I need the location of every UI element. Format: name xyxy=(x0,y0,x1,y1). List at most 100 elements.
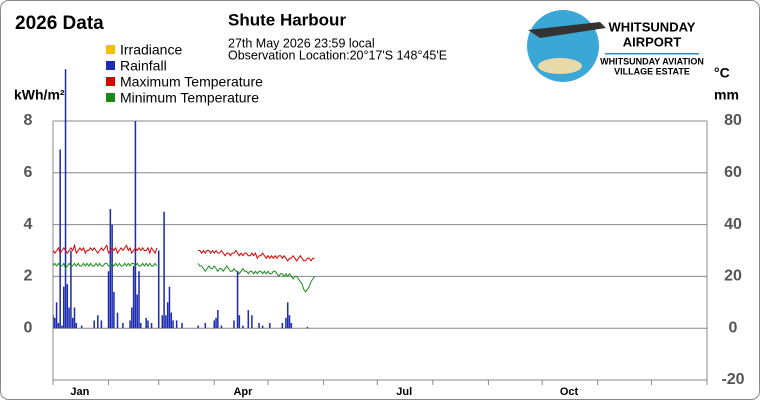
rain-bar xyxy=(251,315,253,329)
rain-bar xyxy=(236,271,239,329)
rain-bar xyxy=(161,315,164,329)
logo-text: AIRPORT xyxy=(623,34,682,49)
series-line xyxy=(53,262,316,293)
legend-label: Rainfall xyxy=(120,58,167,74)
logo-rule xyxy=(605,53,699,55)
annotation: 27th May 2026 23:59 local xyxy=(228,36,375,50)
x-tick-label: Jul xyxy=(396,386,412,398)
x-tick-label: Jan xyxy=(70,386,89,398)
rain-bar xyxy=(175,320,178,329)
rain-bar xyxy=(54,317,56,329)
rain-bar xyxy=(138,271,140,329)
rain-bar xyxy=(134,121,137,329)
y-tick-label: 0 xyxy=(24,319,33,336)
rain-bar xyxy=(145,317,147,329)
logo-text: WHITSUNDAY xyxy=(609,19,696,34)
rain-bar xyxy=(168,286,171,329)
legend-label: Irradiance xyxy=(120,42,182,58)
legend-label: Minimum Temperature xyxy=(120,90,259,106)
legend-swatch xyxy=(106,93,115,102)
y-tick-label: 2 xyxy=(24,268,33,285)
rain-bar xyxy=(286,302,289,329)
x-tick-label: Oct xyxy=(560,386,579,398)
rain-bar xyxy=(150,323,153,329)
rain-bar xyxy=(111,224,113,329)
y2-tick-label: 20 xyxy=(724,268,742,285)
rain-bar xyxy=(157,250,160,329)
rain-bar xyxy=(147,320,149,329)
rain-bar xyxy=(197,325,199,329)
rain-bar xyxy=(75,323,78,329)
rain-bar xyxy=(53,315,54,329)
rain-bar xyxy=(166,302,169,329)
y-tick-label: 6 xyxy=(24,164,33,181)
rain-bar xyxy=(64,69,67,329)
y2-tick-label: -20 xyxy=(721,371,744,388)
logo-island xyxy=(538,58,582,74)
rain-bar xyxy=(97,315,99,329)
legend-swatch xyxy=(106,61,115,70)
rain-bar xyxy=(122,323,124,329)
rain-bar xyxy=(107,271,110,329)
logo-text: VILLAGE ESTATE xyxy=(614,66,690,76)
rain-bar xyxy=(285,317,287,329)
rain-bar xyxy=(258,323,260,329)
rain-bar xyxy=(233,320,235,329)
rain-bar xyxy=(217,310,219,329)
y-axis-label: kWh/m² xyxy=(14,87,65,103)
annotation: Observation Location:20°17'S 148°45'E xyxy=(228,48,447,62)
legend-swatch xyxy=(106,77,115,86)
rain-bar xyxy=(140,323,142,329)
y2-axis-label: °C xyxy=(714,65,730,81)
logo-text: WHITSUNDAY AVIATION xyxy=(600,56,704,66)
rain-bar xyxy=(172,320,174,329)
rain-bar xyxy=(306,326,309,329)
rain-bar xyxy=(61,325,63,329)
y2-tick-label: 0 xyxy=(729,319,738,336)
rain-bar xyxy=(136,294,138,329)
logo: WHITSUNDAY AIRPORT WHITSUNDAY AVIATION V… xyxy=(527,10,704,82)
chart-subtitle: Shute Harbour xyxy=(228,10,346,29)
legend-swatch xyxy=(106,45,115,54)
rain-bar xyxy=(238,315,241,329)
y-tick-label: 4 xyxy=(24,216,33,233)
rain-bar xyxy=(80,325,83,329)
rain-bar xyxy=(170,312,173,329)
rain-bar xyxy=(73,307,76,329)
series-line xyxy=(53,243,315,262)
rain-bar xyxy=(261,325,264,329)
rain-bar xyxy=(71,317,74,329)
rain-bar xyxy=(100,320,103,329)
plot-area xyxy=(53,69,316,329)
x-tick-label: Apr xyxy=(233,386,253,398)
rain-bar xyxy=(213,320,216,329)
rain-bar xyxy=(109,209,112,329)
y2-axis-label: mm xyxy=(714,87,739,103)
rain-bar xyxy=(113,291,115,329)
rain-bar xyxy=(269,323,271,329)
rain-bar xyxy=(116,312,119,329)
rain-bar xyxy=(242,325,244,329)
rain-bar xyxy=(55,302,58,329)
y2-tick-label: 80 xyxy=(724,112,742,129)
rain-bar xyxy=(131,307,133,329)
rain-bar xyxy=(129,320,131,329)
rain-bar xyxy=(288,315,291,329)
rain-bar xyxy=(247,310,250,329)
rain-bar xyxy=(165,315,167,329)
rain-bar xyxy=(62,286,65,329)
rain-bar xyxy=(215,317,217,329)
y2-tick-label: 60 xyxy=(724,164,742,181)
rain-bar xyxy=(132,266,135,329)
logo-plane xyxy=(528,22,606,38)
rain-bar xyxy=(93,320,95,329)
rain-bar xyxy=(220,325,223,329)
chart-title: 2026 Data xyxy=(15,13,104,34)
rain-bar xyxy=(281,323,284,329)
legend-label: Maximum Temperature xyxy=(120,74,263,90)
rain-bar xyxy=(163,211,165,329)
rain-bar xyxy=(70,250,72,329)
y2-tick-label: 40 xyxy=(724,216,742,233)
